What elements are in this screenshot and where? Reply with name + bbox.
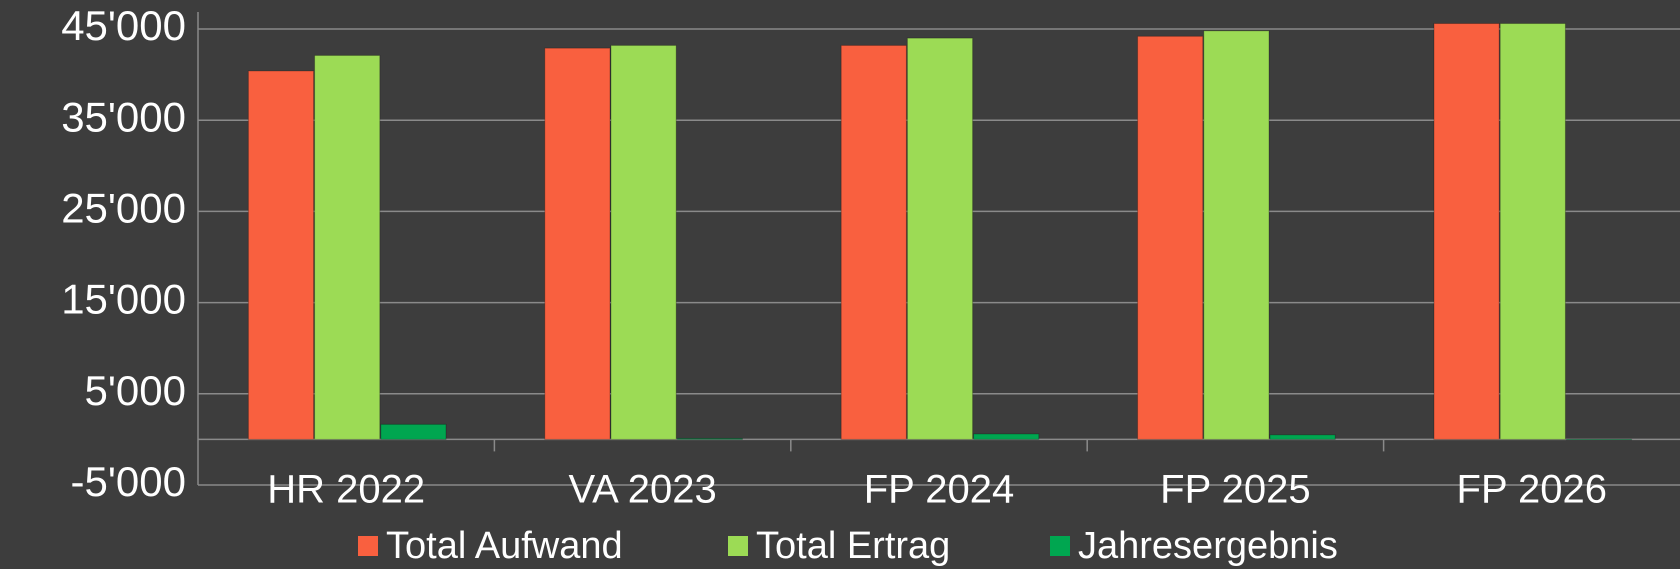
- y-tick-label: 15'000: [61, 276, 186, 323]
- y-tick-label: 25'000: [61, 184, 186, 231]
- x-tick-label: VA 2023: [568, 468, 716, 512]
- bar: [380, 423, 447, 440]
- bar: [973, 433, 1040, 440]
- legend-swatch: [1050, 536, 1070, 556]
- y-tick-label: -5'000: [71, 458, 186, 505]
- x-tick-label: FP 2025: [1160, 468, 1311, 512]
- bar: [1203, 30, 1270, 440]
- x-tick-label: FP 2024: [864, 468, 1015, 512]
- bar: [840, 44, 907, 440]
- x-tick-label: HR 2022: [267, 468, 425, 512]
- y-tick-label: 45'000: [61, 2, 186, 49]
- bar: [676, 437, 743, 440]
- bar: [314, 54, 381, 440]
- legend-label: Total Aufwand: [386, 525, 623, 567]
- bar: [1137, 35, 1204, 440]
- bar: [1269, 434, 1336, 440]
- bar: [1499, 23, 1566, 440]
- bar: [906, 37, 974, 440]
- bar: [1565, 438, 1633, 441]
- x-tick-label: FP 2026: [1457, 468, 1608, 512]
- legend-label: Jahresergebnis: [1078, 525, 1338, 567]
- legend-swatch: [358, 536, 378, 556]
- y-tick-label: 35'000: [61, 93, 186, 140]
- bar: [247, 70, 315, 440]
- bar: [610, 44, 677, 440]
- legend-swatch: [728, 536, 748, 556]
- legend-label: Total Ertrag: [756, 525, 950, 567]
- bar: [544, 47, 611, 440]
- y-tick-label: 5'000: [85, 367, 186, 414]
- bar: [1433, 23, 1500, 440]
